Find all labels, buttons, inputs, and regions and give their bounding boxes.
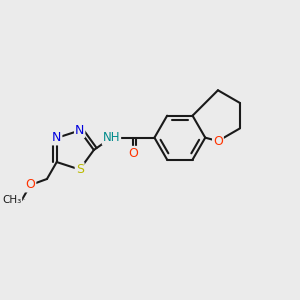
Text: S: S xyxy=(76,163,84,176)
Text: O: O xyxy=(128,147,138,160)
Text: N: N xyxy=(52,131,62,144)
Text: CH₃: CH₃ xyxy=(2,195,22,205)
Text: N: N xyxy=(75,124,84,137)
Text: methoxy: methoxy xyxy=(20,199,26,200)
Text: O: O xyxy=(213,135,223,148)
Text: NH: NH xyxy=(103,131,120,144)
Text: O: O xyxy=(26,178,35,191)
